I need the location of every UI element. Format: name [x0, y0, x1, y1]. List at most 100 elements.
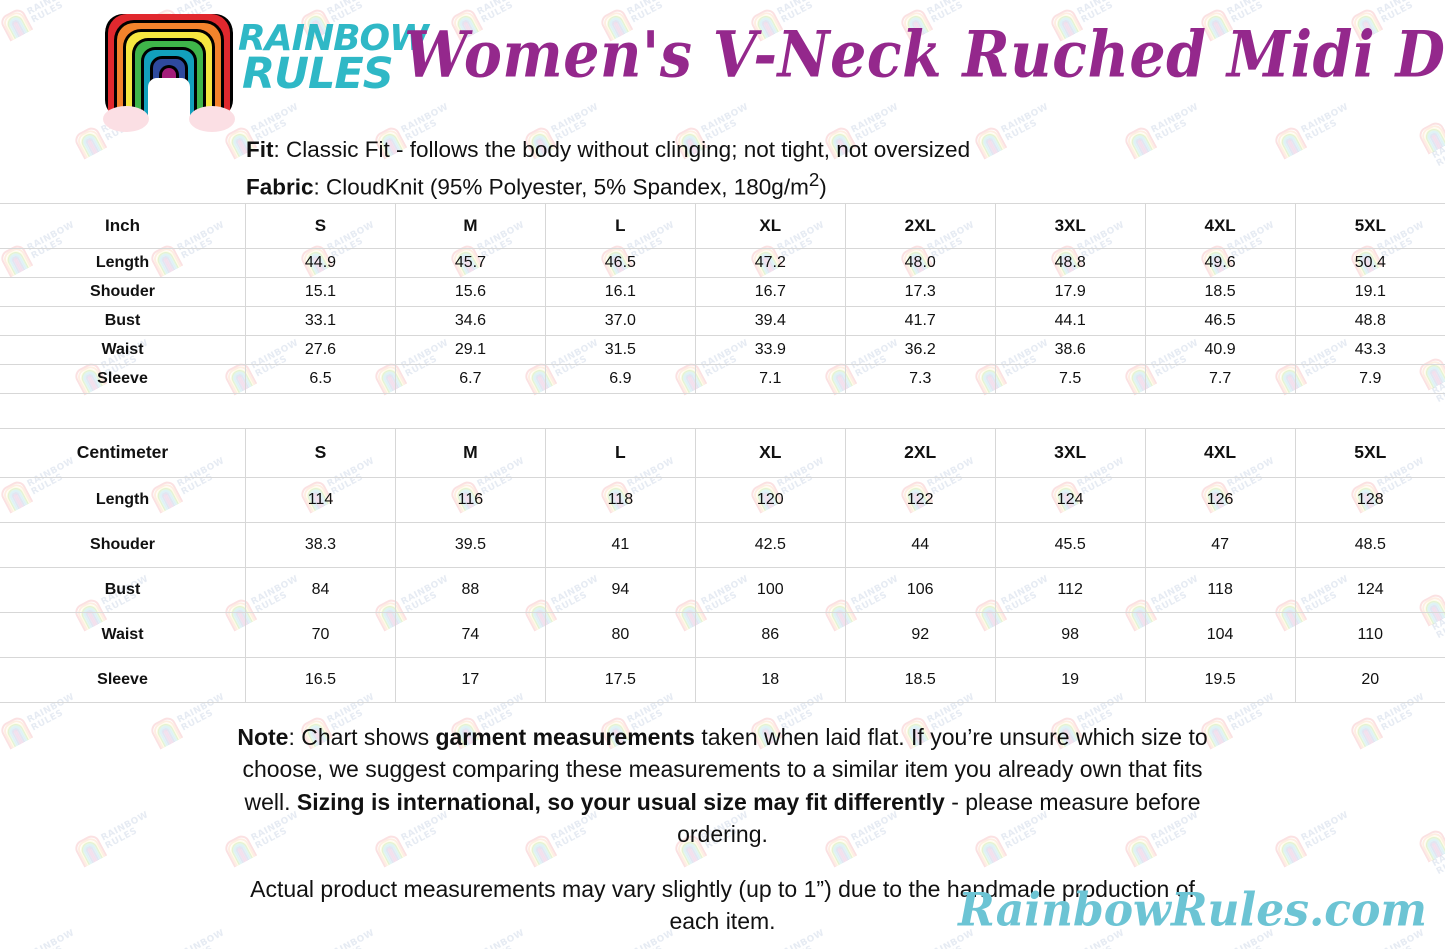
rainbow-arch-logo-icon	[103, 14, 235, 134]
measurement-value: 44.1	[995, 306, 1146, 336]
brand-wordmark: RAINBOW RULES	[238, 20, 429, 100]
measurement-value: 38.6	[995, 335, 1146, 365]
variance-note: Actual product measurements may vary sli…	[250, 875, 1195, 935]
measurement-value: 80	[545, 612, 696, 658]
note-part-3: - please measure before ordering.	[677, 788, 1201, 848]
measurement-value: 15.1	[245, 277, 396, 307]
measurement-label: Sleeve	[0, 657, 246, 703]
website-wordmark: RainbowRules.com	[958, 883, 1427, 938]
measurement-label: Length	[0, 248, 246, 278]
measurement-value: 46.5	[545, 248, 696, 278]
measurement-value: 17.3	[845, 277, 996, 307]
measurement-value: 118	[545, 477, 696, 523]
measurement-value: 110	[1295, 612, 1445, 658]
table-row: Length 44.9 45.7 46.5 47.2 48.0 48.8 49.6 50.4	[0, 248, 1445, 278]
unit-header: Centimeter	[0, 427, 246, 478]
fabric-text: : CloudKnit (95% Polyester, 5% Spandex, …	[313, 174, 809, 200]
size-column-header: 5XL	[1295, 427, 1445, 478]
table-row: Bust 33.1 34.6 37.0 39.4 41.7 44.1 46.5 48.8	[0, 306, 1445, 336]
measurement-label: Waist	[0, 335, 246, 365]
measurement-value: 98	[995, 612, 1146, 658]
measurement-value: 112	[995, 567, 1146, 613]
measurement-value: 31.5	[545, 335, 696, 365]
measurement-value: 16.7	[695, 277, 846, 307]
measurement-value: 7.1	[695, 364, 846, 394]
table-row: Waist 70 74 80 86 92 98 104 110	[0, 612, 1445, 658]
measurement-value: 37.0	[545, 306, 696, 336]
measurement-value: 74	[395, 612, 546, 658]
measurement-value: 27.6	[245, 335, 396, 365]
measurement-value: 16.1	[545, 277, 696, 307]
size-column-header: XL	[695, 427, 846, 478]
measurement-value: 41	[545, 522, 696, 568]
size-column-header: 5XL	[1295, 202, 1445, 249]
measurement-value: 43.3	[1295, 335, 1445, 365]
size-table-inch: Inch S M L XL 2XL 3XL 4XL 5XL Length 44.9 45.7 46.5…	[0, 202, 1445, 394]
measurement-value: 36.2	[845, 335, 996, 365]
size-table-centimeter: Centimeter S M L XL 2XL 3XL 4XL 5XL Length 114 116…	[0, 427, 1445, 703]
measurement-value: 70	[245, 612, 396, 658]
measurement-value: 29.1	[395, 335, 546, 365]
measurement-value: 116	[395, 477, 546, 523]
measurement-value: 39.4	[695, 306, 846, 336]
measurement-value: 50.4	[1295, 248, 1445, 278]
note-label: Note	[237, 723, 289, 750]
size-column-header: XL	[695, 202, 846, 249]
measurement-value: 124	[995, 477, 1146, 523]
measurement-value: 19.1	[1295, 277, 1445, 307]
measurement-value: 19	[995, 657, 1146, 703]
measurement-value: 92	[845, 612, 996, 658]
measurement-label: Bust	[0, 306, 246, 336]
cloud-left	[103, 106, 149, 132]
note-bold-1: garment measurements	[435, 723, 695, 750]
size-column-header: L	[545, 202, 696, 249]
table-header-row: Centimeter S M L XL 2XL 3XL 4XL 5XL	[0, 427, 1445, 478]
measurement-value: 48.5	[1295, 522, 1445, 568]
measurement-value: 16.5	[245, 657, 396, 703]
size-column-header: 3XL	[995, 427, 1146, 478]
measurement-value: 46.5	[1145, 306, 1296, 336]
measurement-value: 48.0	[845, 248, 996, 278]
measurement-value: 94	[545, 567, 696, 613]
measurement-value: 88	[395, 567, 546, 613]
size-column-header: S	[245, 427, 396, 478]
page-header: RAINBOW RULES Women's V-Neck Ruched Midi…	[0, 0, 1445, 135]
measurement-value: 17	[395, 657, 546, 703]
measurement-value: 47.2	[695, 248, 846, 278]
measurement-value: 6.5	[245, 364, 396, 394]
size-column-header: 4XL	[1145, 202, 1296, 249]
measurement-value: 114	[245, 477, 396, 523]
measurement-label: Shouder	[0, 277, 246, 307]
measurement-value: 40.9	[1145, 335, 1296, 365]
measurement-value: 118	[1145, 567, 1296, 613]
brand-line-2: RULES	[242, 49, 394, 100]
size-column-header: L	[545, 427, 696, 478]
page-title: Women's V-Neck Ruched Midi Dress	[404, 16, 1445, 92]
measurement-value: 7.3	[845, 364, 996, 394]
measurement-value: 48.8	[1295, 306, 1445, 336]
measurement-value: 17.5	[545, 657, 696, 703]
measurement-value: 18	[695, 657, 846, 703]
measurement-value: 6.7	[395, 364, 546, 394]
measurement-value: 41.7	[845, 306, 996, 336]
measurement-value: 45.7	[395, 248, 546, 278]
fit-line: Fit: Classic Fit - follows the body with…	[246, 135, 1445, 165]
rainbow-notch	[148, 78, 190, 118]
size-column-header: 2XL	[845, 427, 996, 478]
measurement-value: 124	[1295, 567, 1445, 613]
measurement-value: 20	[1295, 657, 1445, 703]
measurement-value: 122	[845, 477, 996, 523]
measurement-value: 39.5	[395, 522, 546, 568]
measurement-value: 49.6	[1145, 248, 1296, 278]
measurement-value: 33.9	[695, 335, 846, 365]
note-part-2: taken when laid flat. If you’re unsure w…	[242, 723, 1208, 815]
measurement-value: 15.6	[395, 277, 546, 307]
size-table-cm-body: Length 114 116 118 120 122 124 126 128 Shouder 38.…	[0, 477, 1445, 703]
size-column-header: 4XL	[1145, 427, 1296, 478]
measurement-value: 120	[695, 477, 846, 523]
size-column-header: M	[395, 427, 546, 478]
size-column-header: M	[395, 202, 546, 249]
size-column-header: 3XL	[995, 202, 1146, 249]
table-header-row: Inch S M L XL 2XL 3XL 4XL 5XL	[0, 202, 1445, 249]
